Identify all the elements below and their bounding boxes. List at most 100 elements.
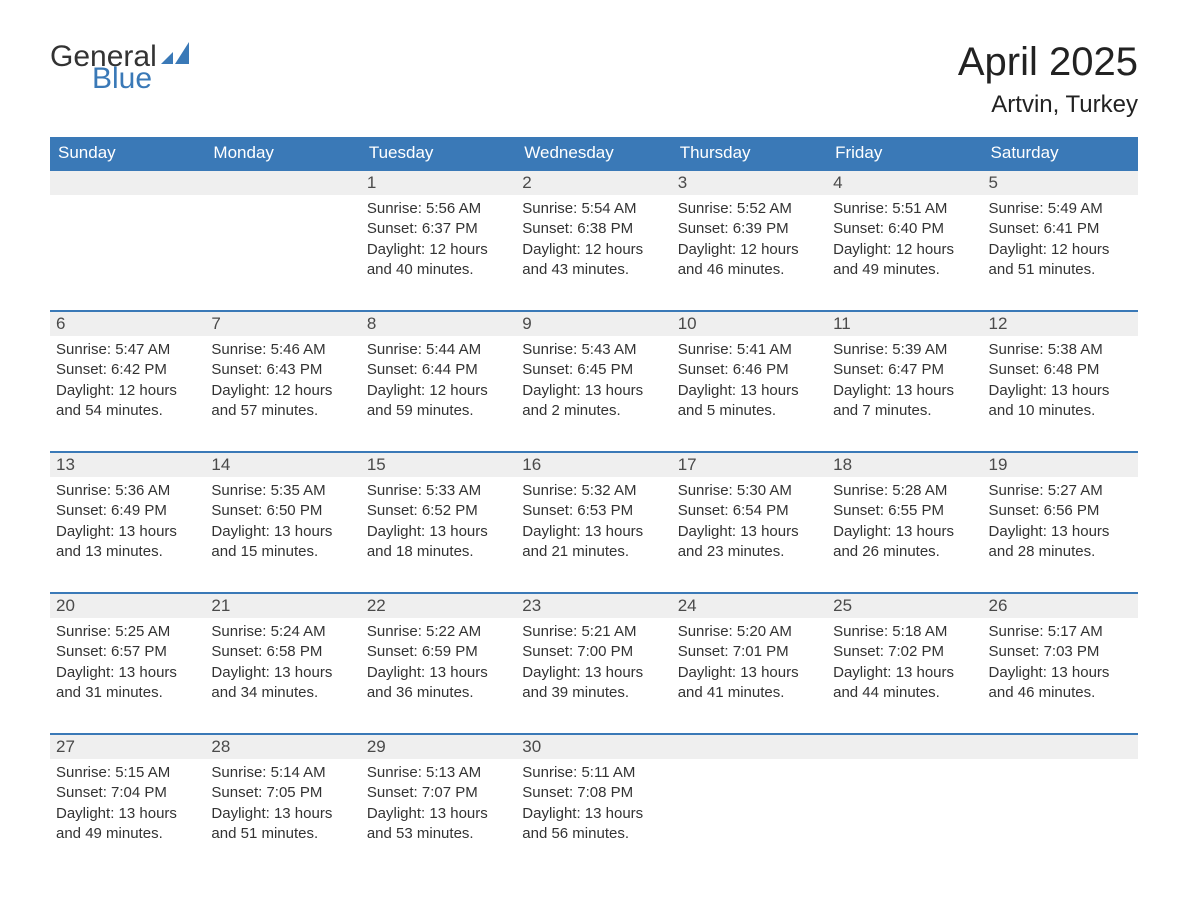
sunrise-text: Sunrise: 5:18 AM xyxy=(833,622,976,642)
day-body: Sunrise: 5:47 AMSunset: 6:42 PMDaylight:… xyxy=(50,336,205,451)
day-body: Sunrise: 5:35 AMSunset: 6:50 PMDaylight:… xyxy=(205,477,360,592)
weekday-header: Friday xyxy=(827,137,982,170)
sunset-text: Sunset: 6:42 PM xyxy=(56,360,199,380)
sunrise-text: Sunrise: 5:36 AM xyxy=(56,481,199,501)
sunset-text: Sunset: 6:54 PM xyxy=(678,501,821,521)
calendar-day-cell: 2Sunrise: 5:54 AMSunset: 6:38 PMDaylight… xyxy=(516,170,671,311)
sunset-text: Sunset: 6:55 PM xyxy=(833,501,976,521)
daylight-text: Daylight: 12 hours and 59 minutes. xyxy=(367,381,510,422)
sunrise-text: Sunrise: 5:30 AM xyxy=(678,481,821,501)
daylight-text: Daylight: 13 hours and 39 minutes. xyxy=(522,663,665,704)
day-body: Sunrise: 5:44 AMSunset: 6:44 PMDaylight:… xyxy=(361,336,516,451)
daylight-text: Daylight: 12 hours and 51 minutes. xyxy=(989,240,1132,281)
daylight-text: Daylight: 12 hours and 57 minutes. xyxy=(211,381,354,422)
sunset-text: Sunset: 6:41 PM xyxy=(989,219,1132,239)
day-body: Sunrise: 5:38 AMSunset: 6:48 PMDaylight:… xyxy=(983,336,1138,451)
day-body: Sunrise: 5:24 AMSunset: 6:58 PMDaylight:… xyxy=(205,618,360,733)
day-number: 15 xyxy=(361,453,516,477)
day-body: Sunrise: 5:15 AMSunset: 7:04 PMDaylight:… xyxy=(50,759,205,874)
weekday-header: Monday xyxy=(205,137,360,170)
sunset-text: Sunset: 6:45 PM xyxy=(522,360,665,380)
sunrise-text: Sunrise: 5:28 AM xyxy=(833,481,976,501)
sunset-text: Sunset: 6:56 PM xyxy=(989,501,1132,521)
daylight-text: Daylight: 13 hours and 51 minutes. xyxy=(211,804,354,845)
calendar-week-row: 1Sunrise: 5:56 AMSunset: 6:37 PMDaylight… xyxy=(50,170,1138,311)
sunset-text: Sunset: 7:08 PM xyxy=(522,783,665,803)
daylight-text: Daylight: 13 hours and 2 minutes. xyxy=(522,381,665,422)
logo-text-blue: Blue xyxy=(92,64,189,94)
calendar-day-cell xyxy=(827,734,982,874)
calendar-day-cell: 21Sunrise: 5:24 AMSunset: 6:58 PMDayligh… xyxy=(205,593,360,734)
sunrise-text: Sunrise: 5:17 AM xyxy=(989,622,1132,642)
day-body: Sunrise: 5:27 AMSunset: 6:56 PMDaylight:… xyxy=(983,477,1138,592)
sunrise-text: Sunrise: 5:41 AM xyxy=(678,340,821,360)
sunrise-text: Sunrise: 5:43 AM xyxy=(522,340,665,360)
day-number: 12 xyxy=(983,312,1138,336)
calendar-day-cell: 25Sunrise: 5:18 AMSunset: 7:02 PMDayligh… xyxy=(827,593,982,734)
calendar-day-cell: 30Sunrise: 5:11 AMSunset: 7:08 PMDayligh… xyxy=(516,734,671,874)
day-body: Sunrise: 5:52 AMSunset: 6:39 PMDaylight:… xyxy=(672,195,827,310)
sunset-text: Sunset: 6:50 PM xyxy=(211,501,354,521)
weekday-header: Saturday xyxy=(983,137,1138,170)
day-number: 16 xyxy=(516,453,671,477)
calendar-day-cell: 4Sunrise: 5:51 AMSunset: 6:40 PMDaylight… xyxy=(827,170,982,311)
calendar-day-cell: 1Sunrise: 5:56 AMSunset: 6:37 PMDaylight… xyxy=(361,170,516,311)
sunrise-text: Sunrise: 5:20 AM xyxy=(678,622,821,642)
day-body: Sunrise: 5:39 AMSunset: 6:47 PMDaylight:… xyxy=(827,336,982,451)
day-number: 5 xyxy=(983,171,1138,195)
calendar-day-cell: 16Sunrise: 5:32 AMSunset: 6:53 PMDayligh… xyxy=(516,452,671,593)
sunrise-text: Sunrise: 5:54 AM xyxy=(522,199,665,219)
day-number: 4 xyxy=(827,171,982,195)
day-number: 20 xyxy=(50,594,205,618)
sunset-text: Sunset: 6:48 PM xyxy=(989,360,1132,380)
sunrise-text: Sunrise: 5:24 AM xyxy=(211,622,354,642)
day-number: 8 xyxy=(361,312,516,336)
day-body xyxy=(50,195,205,229)
weekday-header: Tuesday xyxy=(361,137,516,170)
sunset-text: Sunset: 6:40 PM xyxy=(833,219,976,239)
day-body: Sunrise: 5:54 AMSunset: 6:38 PMDaylight:… xyxy=(516,195,671,310)
weekday-header: Sunday xyxy=(50,137,205,170)
day-number: 7 xyxy=(205,312,360,336)
sunrise-text: Sunrise: 5:52 AM xyxy=(678,199,821,219)
day-body: Sunrise: 5:25 AMSunset: 6:57 PMDaylight:… xyxy=(50,618,205,733)
header: General Blue April 2025 Artvin, Turkey xyxy=(50,40,1138,119)
calendar-table: SundayMondayTuesdayWednesdayThursdayFrid… xyxy=(50,137,1138,874)
day-body: Sunrise: 5:11 AMSunset: 7:08 PMDaylight:… xyxy=(516,759,671,874)
day-number: 9 xyxy=(516,312,671,336)
calendar-day-cell: 24Sunrise: 5:20 AMSunset: 7:01 PMDayligh… xyxy=(672,593,827,734)
calendar-day-cell: 28Sunrise: 5:14 AMSunset: 7:05 PMDayligh… xyxy=(205,734,360,874)
day-body: Sunrise: 5:22 AMSunset: 6:59 PMDaylight:… xyxy=(361,618,516,733)
day-number: 29 xyxy=(361,735,516,759)
calendar-day-cell xyxy=(983,734,1138,874)
daylight-text: Daylight: 13 hours and 31 minutes. xyxy=(56,663,199,704)
daylight-text: Daylight: 13 hours and 13 minutes. xyxy=(56,522,199,563)
sunset-text: Sunset: 7:03 PM xyxy=(989,642,1132,662)
day-body: Sunrise: 5:56 AMSunset: 6:37 PMDaylight:… xyxy=(361,195,516,310)
day-body: Sunrise: 5:49 AMSunset: 6:41 PMDaylight:… xyxy=(983,195,1138,310)
sunrise-text: Sunrise: 5:39 AM xyxy=(833,340,976,360)
day-number: 22 xyxy=(361,594,516,618)
day-body: Sunrise: 5:33 AMSunset: 6:52 PMDaylight:… xyxy=(361,477,516,592)
daylight-text: Daylight: 13 hours and 34 minutes. xyxy=(211,663,354,704)
daylight-text: Daylight: 12 hours and 49 minutes. xyxy=(833,240,976,281)
day-number xyxy=(672,735,827,759)
sunrise-text: Sunrise: 5:47 AM xyxy=(56,340,199,360)
calendar-day-cell: 10Sunrise: 5:41 AMSunset: 6:46 PMDayligh… xyxy=(672,311,827,452)
sunset-text: Sunset: 7:07 PM xyxy=(367,783,510,803)
day-number: 21 xyxy=(205,594,360,618)
sunrise-text: Sunrise: 5:14 AM xyxy=(211,763,354,783)
daylight-text: Daylight: 12 hours and 40 minutes. xyxy=(367,240,510,281)
day-number: 10 xyxy=(672,312,827,336)
calendar-day-cell: 6Sunrise: 5:47 AMSunset: 6:42 PMDaylight… xyxy=(50,311,205,452)
day-number: 11 xyxy=(827,312,982,336)
sunset-text: Sunset: 6:52 PM xyxy=(367,501,510,521)
daylight-text: Daylight: 12 hours and 43 minutes. xyxy=(522,240,665,281)
calendar-day-cell: 27Sunrise: 5:15 AMSunset: 7:04 PMDayligh… xyxy=(50,734,205,874)
day-number: 14 xyxy=(205,453,360,477)
sunset-text: Sunset: 6:57 PM xyxy=(56,642,199,662)
sunset-text: Sunset: 6:38 PM xyxy=(522,219,665,239)
sunset-text: Sunset: 6:58 PM xyxy=(211,642,354,662)
day-number: 27 xyxy=(50,735,205,759)
month-title: April 2025 xyxy=(958,40,1138,85)
